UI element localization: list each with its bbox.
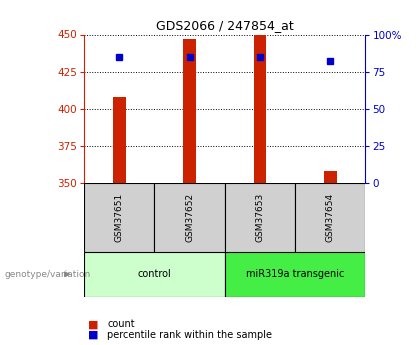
Text: control: control <box>137 269 171 279</box>
Text: GSM37651: GSM37651 <box>115 193 123 242</box>
Bar <box>84 252 225 297</box>
Bar <box>183 39 196 183</box>
Text: count: count <box>107 319 135 329</box>
Text: genotype/variation: genotype/variation <box>4 270 90 279</box>
Bar <box>155 183 225 252</box>
Bar <box>84 183 155 252</box>
Bar <box>225 252 365 297</box>
Text: miR319a transgenic: miR319a transgenic <box>246 269 344 279</box>
Bar <box>295 183 365 252</box>
Title: GDS2066 / 247854_at: GDS2066 / 247854_at <box>156 19 294 32</box>
Bar <box>225 183 295 252</box>
Bar <box>324 171 336 183</box>
Text: ■: ■ <box>88 319 99 329</box>
Bar <box>254 31 266 183</box>
Text: ■: ■ <box>88 330 99 339</box>
Text: percentile rank within the sample: percentile rank within the sample <box>107 330 272 339</box>
Text: GSM37652: GSM37652 <box>185 193 194 242</box>
Text: GSM37654: GSM37654 <box>326 193 335 242</box>
Bar <box>113 97 126 183</box>
Text: GSM37653: GSM37653 <box>255 193 264 242</box>
